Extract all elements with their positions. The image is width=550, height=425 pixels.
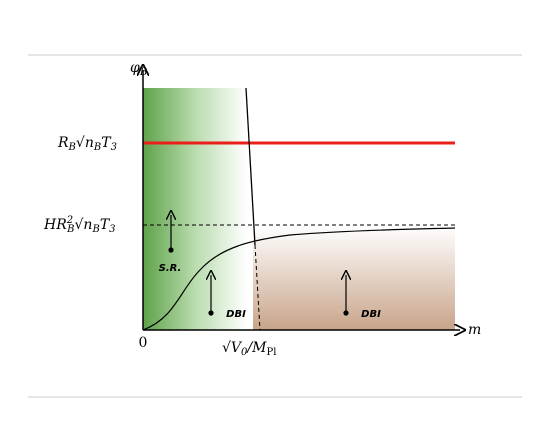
y-axis-label: φB (130, 60, 147, 78)
region-sr (143, 88, 247, 330)
level-label: RB√nBT3 (57, 135, 117, 153)
level-label: HR2 B√nBT3 (43, 215, 116, 235)
region-label: DBI (226, 309, 246, 320)
x-mark-label: √V0/MPl (222, 340, 276, 358)
x-axis-label: m (468, 322, 481, 338)
origin-label: 0 (139, 335, 148, 351)
arrows (169, 215, 348, 316)
region-label: S.R. (159, 263, 182, 274)
region-dbi (253, 226, 455, 330)
boundary (254, 244, 261, 331)
curve (142, 227, 456, 331)
region-label: DBI (361, 309, 381, 320)
boundary (245, 87, 256, 246)
